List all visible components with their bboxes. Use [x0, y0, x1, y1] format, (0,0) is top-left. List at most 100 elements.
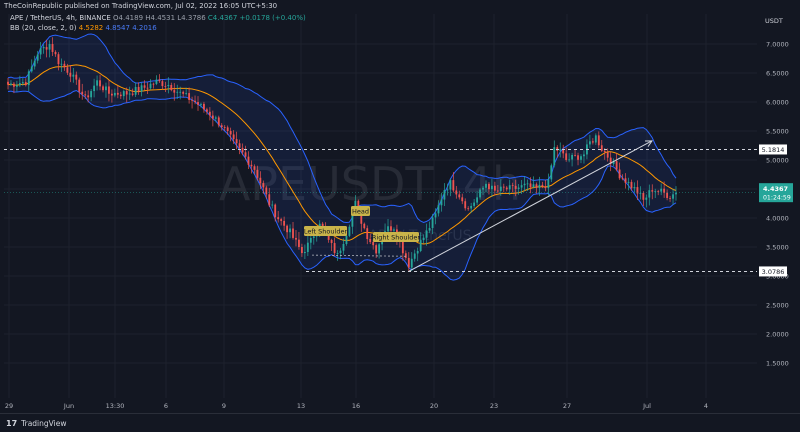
candle-body — [526, 183, 529, 185]
candle-body — [360, 209, 363, 224]
candle-body — [401, 241, 404, 254]
candle-body — [321, 223, 324, 226]
candle-body — [18, 83, 21, 86]
candle-body — [140, 85, 143, 92]
time-tick-label: 13 — [297, 402, 305, 410]
candle-body — [458, 194, 461, 198]
candle-body — [666, 192, 669, 198]
candle-body — [491, 185, 493, 190]
candle-body — [131, 93, 134, 95]
candle-body — [119, 94, 122, 97]
candle-body — [93, 85, 96, 92]
candle-body — [342, 243, 345, 251]
candle-body — [511, 185, 514, 187]
resistance-price-value: 5.1814 — [762, 146, 785, 154]
price-tick-label: 5.0000 — [766, 157, 789, 165]
candle-body — [7, 81, 9, 85]
left-shoulder-annotation[interactable]: Left Shoulder — [304, 226, 348, 236]
candle-body — [416, 250, 419, 254]
candle-body — [90, 91, 93, 98]
candle-body — [54, 51, 57, 55]
time-tick-label: 20 — [430, 402, 438, 410]
candle-body — [479, 189, 481, 198]
time-tick-label: Jun — [63, 402, 74, 410]
candle-body — [108, 86, 110, 94]
candle-body — [473, 202, 476, 206]
candle-body — [292, 228, 294, 238]
candle-body — [146, 87, 149, 89]
candle-body — [48, 44, 51, 50]
candle-body — [271, 204, 274, 206]
candle-body — [446, 189, 449, 191]
candle-body — [606, 152, 609, 158]
candle-body — [580, 156, 582, 160]
uptrend-line[interactable] — [408, 140, 653, 272]
candle-body — [336, 253, 339, 254]
time-tick-label: 29 — [5, 402, 13, 410]
candle-body — [217, 117, 220, 126]
symbol-legend-row[interactable]: APE / TetherUS, 4h, BINANCE O4.4189 H4.4… — [10, 14, 306, 23]
left-shoulder-label: Left Shoulder — [304, 228, 348, 236]
candle-body — [191, 99, 193, 101]
candle-body — [256, 169, 259, 178]
candle-body — [339, 250, 342, 254]
candle-body — [42, 47, 45, 49]
ohlc-low: L4.3786 — [177, 14, 206, 22]
price-tick-label: 2.5000 — [766, 302, 789, 310]
candle-body — [407, 257, 410, 268]
candle-body — [508, 185, 511, 190]
bb-legend-row[interactable]: BB (20, close, 2, 0) 4.5282 4.8547 4.201… — [10, 24, 157, 33]
candle-body — [645, 197, 648, 200]
bb-upper-value: 4.8547 — [105, 24, 130, 32]
candle-body — [562, 149, 565, 154]
price-tick-label: 3.5000 — [766, 244, 789, 252]
bollinger-basis-line — [7, 64, 677, 245]
candle-body — [110, 93, 113, 96]
candle-body — [485, 183, 487, 188]
candle-body — [60, 63, 63, 65]
candle-body — [214, 117, 217, 119]
price-tick-label: 5.5000 — [766, 128, 789, 136]
right-shoulder-annotation[interactable]: Right Shoulder — [372, 232, 420, 242]
candle-body — [541, 184, 544, 187]
candle-body — [125, 91, 128, 95]
candle-body — [348, 226, 351, 236]
candle-body — [295, 237, 297, 240]
head-annotation[interactable]: Head — [351, 206, 370, 216]
candle-body — [627, 181, 630, 183]
candle-body — [583, 154, 585, 157]
tradingview-footer[interactable]: 17 TradingView — [0, 413, 800, 432]
tradingview-brand: TradingView — [21, 418, 67, 428]
candle-body — [571, 154, 574, 160]
candle-body — [675, 192, 677, 195]
candle-body — [72, 74, 75, 77]
candle-body — [345, 235, 348, 244]
candle-body — [283, 220, 286, 226]
candle-body — [482, 187, 484, 190]
candle-body — [419, 240, 422, 251]
candle-body — [496, 190, 499, 192]
tradingview-logo-icon: 17 — [6, 418, 18, 428]
candle-body — [208, 111, 211, 116]
candle-body — [164, 86, 167, 87]
candle-body — [577, 155, 579, 160]
candle-body — [200, 103, 202, 105]
candle-body — [87, 95, 90, 98]
candle-body — [591, 141, 594, 143]
candle-body — [78, 79, 81, 92]
candle-body — [63, 63, 66, 68]
candle-body — [24, 82, 27, 86]
candle-body — [238, 143, 241, 148]
candle-body — [176, 91, 179, 93]
candle-body — [404, 253, 407, 258]
candle-body — [565, 153, 568, 160]
candle-body — [220, 125, 223, 128]
candle-body — [203, 103, 205, 110]
candle-body — [393, 229, 395, 231]
candle-body — [648, 190, 651, 198]
candle-body — [241, 147, 244, 153]
time-tick-label: 4 — [704, 402, 708, 410]
candle-body — [470, 205, 473, 209]
price-chart[interactable]: APEUSDT, 4h APE / TetherUS Left Shoulder… — [0, 0, 800, 413]
candle-body — [529, 183, 532, 188]
